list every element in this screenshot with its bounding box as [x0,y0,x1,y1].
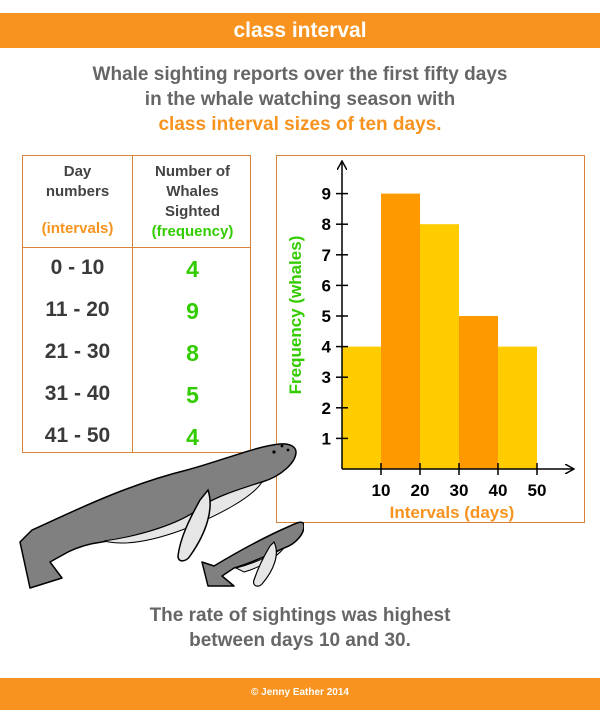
table-cell-frequency: 8 [186,340,199,366]
table-header-intervals: Day numbers (intervals) [23,162,132,239]
table-cell-interval: 41 - 50 [44,424,111,447]
table-cell-interval: 31 - 40 [44,382,111,405]
y-tick-label: 5 [322,307,331,326]
header-frequency-sub: (frequency) [151,223,234,240]
conclusion-text: The rate of sightings was highest betwee… [0,603,600,653]
x-tick-label: 30 [450,481,469,500]
y-axis-label: Frequency (whales) [286,236,305,395]
histogram-bar [381,193,420,469]
header-intervals-sub: (intervals) [41,220,114,237]
conclusion-line-2: between days 10 and 30. [189,630,411,651]
table-cell-interval: 11 - 20 [45,298,110,321]
frequency-table: Day numbers (intervals) Number of Whales… [22,155,251,453]
y-tick-label: 4 [322,338,332,357]
intro-line-3: class interval sizes of ten days. [158,114,442,135]
table-cell-frequency: 4 [186,256,199,282]
x-tick-label: 10 [372,481,391,500]
page-title: class interval [0,13,600,48]
intro-text: Whale sighting reports over the first fi… [0,62,600,137]
conclusion-line-1: The rate of sightings was highest [149,605,451,626]
table-header-frequency: Number of Whales Sighted (frequency) [133,162,252,242]
table-cell-frequency: 9 [186,298,199,324]
histogram-bar [459,316,498,469]
histogram-bar [420,224,459,469]
table-divider-vertical [132,156,133,452]
histogram-chart: 1 2 3 4 5 6 7 8 9 10 20 30 40 50 Intervals (days) Fre… [276,155,585,523]
header-whales: Whales [166,183,219,200]
header-sighted: Sighted [165,203,220,220]
header-numbers: numbers [45,183,110,200]
intro-line-1: Whale sighting reports over the first fi… [92,64,508,85]
header-number-of: Number of [155,163,230,180]
y-tick-label: 9 [322,185,331,204]
table-cell-frequency: 4 [186,424,199,450]
footer-credit: © Jenny Eather 2014 [0,678,600,710]
x-axis-label: Intervals (days) [390,503,515,522]
y-tick-label: 6 [322,276,331,295]
humpback-whales-icon [19,443,304,589]
histogram-bar [342,346,381,469]
header-day: Day [63,163,92,180]
intro-line-2: in the whale watching season with [144,89,456,110]
table-divider-horizontal [23,247,250,248]
y-tick-label: 7 [322,246,331,265]
y-tick-label: 1 [322,429,331,448]
y-tick-label: 3 [322,368,331,387]
y-tick-label: 8 [322,215,331,234]
y-tick-label: 2 [322,399,331,418]
x-tick-label: 40 [489,481,508,500]
x-tick-label: 50 [528,481,547,500]
histogram-svg: 1 2 3 4 5 6 7 8 9 10 20 30 40 50 Intervals (days) Fre… [286,156,584,522]
histogram-bar [498,346,537,469]
x-tick-label: 20 [411,481,430,500]
table-cell-interval: 21 - 30 [44,340,111,363]
table-cell-interval: 0 - 10 [50,256,105,279]
table-cell-frequency: 5 [186,382,199,408]
